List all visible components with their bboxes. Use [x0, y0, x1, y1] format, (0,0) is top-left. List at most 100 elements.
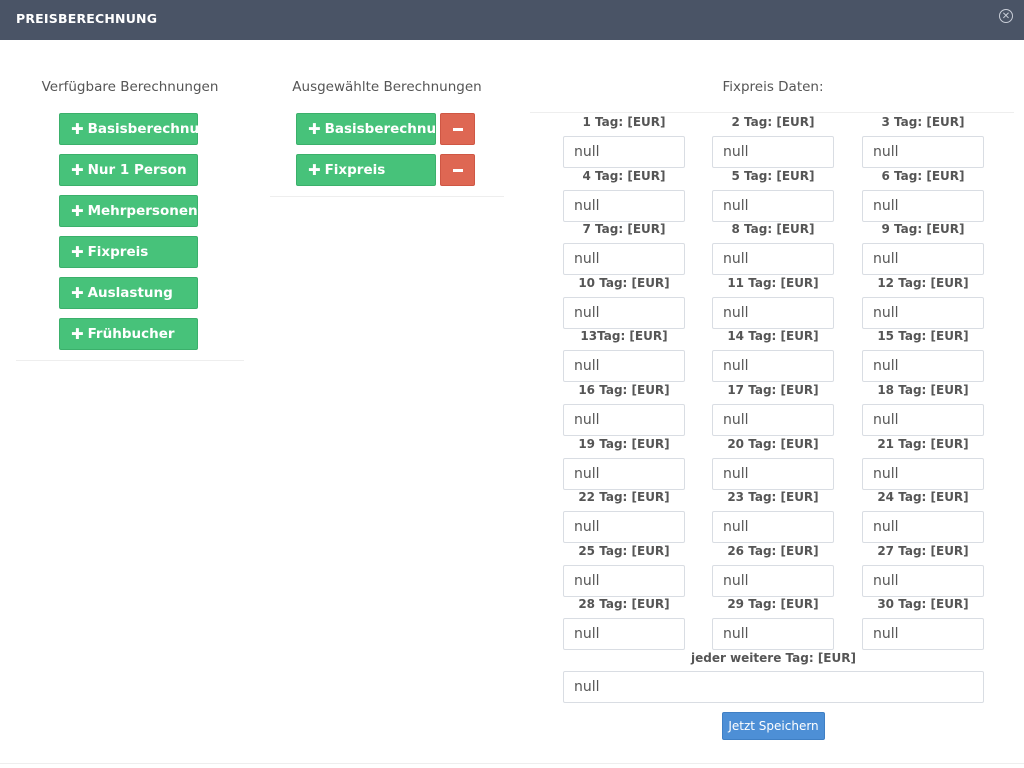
field-label: 26 Tag: [EUR]: [727, 543, 819, 558]
add-calc-label: Nur 1 Person: [87, 162, 187, 178]
add-calc-label: Fixpreis: [87, 244, 149, 260]
selected-panel-divider: [270, 196, 504, 197]
field-input[interactable]: [712, 618, 834, 651]
field-input[interactable]: [712, 511, 834, 544]
field-input[interactable]: [563, 511, 685, 544]
close-icon[interactable]: ✕: [999, 9, 1013, 23]
field-label: 17 Tag: [EUR]: [727, 383, 819, 397]
field-input[interactable]: [712, 189, 834, 222]
field-label: 30 Tag: [EUR]: [877, 597, 969, 612]
plus-icon: ✚: [71, 284, 84, 302]
field-input-extra[interactable]: [563, 671, 984, 703]
field-label: 19 Tag: [EUR]: [578, 436, 670, 451]
field-input[interactable]: [563, 618, 685, 651]
add-calc-label: Frühbucher: [87, 326, 175, 342]
add-calc-label: Basisberechnung: [87, 121, 219, 137]
field-label: 5 Tag: [EUR]: [731, 168, 815, 183]
add-calc-button[interactable]: ✚ Frühbucher: [59, 318, 198, 350]
field-label: 11 Tag: [EUR]: [727, 275, 819, 290]
add-calc-button[interactable]: ✚ Nur 1 Person: [59, 154, 198, 186]
selected-calc-button[interactable]: ✚ Fixpreis: [296, 154, 436, 186]
field-input[interactable]: [563, 404, 685, 436]
field-label: 10 Tag: [EUR]: [578, 275, 670, 290]
field-label: 14 Tag: [EUR]: [727, 329, 819, 344]
plus-icon: ✚: [308, 161, 321, 179]
field-label: 23 Tag: [EUR]: [727, 490, 819, 505]
available-title: Verfügbare Berechnungen: [41, 79, 219, 95]
field-label: 18 Tag: [EUR]: [877, 383, 969, 397]
field-label: 6 Tag: [EUR]: [881, 168, 965, 183]
plus-icon: ✚: [308, 120, 321, 138]
field-input[interactable]: [563, 350, 685, 383]
selected-calc-button[interactable]: ✚ Basisberechnung: [296, 113, 455, 145]
field-label: 28 Tag: [EUR]: [578, 597, 670, 612]
field-input[interactable]: [712, 564, 834, 597]
field-label: 4 Tag: [EUR]: [582, 168, 666, 183]
add-calc-label: Mehrpersonen: [87, 203, 198, 219]
field-input[interactable]: [563, 564, 685, 597]
field-input[interactable]: [862, 189, 984, 222]
remove-calc-button[interactable]: [440, 113, 475, 145]
field-label: 15 Tag: [EUR]: [877, 329, 969, 344]
field-label-extra: jeder weitere Tag: [EUR]: [691, 651, 856, 665]
field-input[interactable]: [712, 404, 834, 436]
add-calc-button[interactable]: ✚ Fixpreis: [59, 236, 198, 268]
field-input[interactable]: [862, 618, 984, 651]
field-input[interactable]: [563, 457, 685, 490]
field-input[interactable]: [862, 350, 984, 383]
selected-calc-label: Basisberechnung: [324, 121, 456, 137]
field-input[interactable]: [563, 136, 685, 168]
minus-icon: [453, 128, 463, 131]
field-label: 22 Tag: [EUR]: [578, 490, 670, 505]
plus-icon: ✚: [71, 202, 84, 220]
field-label: 20 Tag: [EUR]: [727, 436, 819, 451]
available-panel-divider: [16, 360, 244, 361]
field-label: 21 Tag: [EUR]: [877, 436, 969, 451]
field-input[interactable]: [862, 564, 984, 597]
add-calc-label: Auslastung: [87, 285, 173, 301]
modal-bottom-divider: [0, 763, 1024, 764]
field-input[interactable]: [712, 296, 834, 329]
field-input[interactable]: [563, 189, 685, 222]
field-input[interactable]: [862, 136, 984, 168]
field-input[interactable]: [862, 296, 984, 329]
modal-title: PREISBERECHNUNG: [16, 11, 158, 26]
field-label: 13Tag: [EUR]: [580, 329, 668, 344]
add-calc-button[interactable]: ✚ Auslastung: [59, 277, 198, 309]
save-button[interactable]: Jetzt Speichern: [722, 712, 825, 740]
field-label: 2 Tag: [EUR]: [731, 115, 815, 129]
fixpreis-top-divider: [530, 112, 1014, 113]
selected-title: Ausgewählte Berechnungen: [292, 79, 482, 95]
plus-icon: ✚: [71, 325, 84, 343]
field-label: 7 Tag: [EUR]: [582, 222, 666, 237]
field-label: 24 Tag: [EUR]: [877, 490, 969, 505]
minus-icon: [453, 169, 463, 172]
field-input[interactable]: [712, 457, 834, 490]
add-calc-button[interactable]: ✚ Mehrpersonen: [59, 195, 198, 227]
field-label: 12 Tag: [EUR]: [877, 275, 969, 290]
field-label: 16 Tag: [EUR]: [578, 383, 670, 397]
field-label: 9 Tag: [EUR]: [881, 222, 965, 237]
field-input[interactable]: [862, 457, 984, 490]
field-input[interactable]: [862, 511, 984, 544]
field-input[interactable]: [712, 136, 834, 168]
field-input[interactable]: [563, 296, 685, 329]
field-label: 27 Tag: [EUR]: [877, 543, 969, 558]
field-input[interactable]: [712, 350, 834, 383]
remove-calc-button[interactable]: [440, 154, 475, 186]
field-input[interactable]: [862, 243, 984, 276]
field-label: 25 Tag: [EUR]: [578, 543, 670, 558]
plus-icon: ✚: [71, 120, 84, 138]
field-input[interactable]: [563, 243, 685, 276]
modal-header: PREISBERECHNUNG ✕: [0, 0, 1024, 40]
field-label: 3 Tag: [EUR]: [881, 115, 965, 129]
field-label: 1 Tag: [EUR]: [582, 115, 666, 129]
field-input[interactable]: [862, 404, 984, 436]
fixpreis-title: Fixpreis Daten:: [722, 79, 824, 95]
selected-calc-label: Fixpreis: [324, 162, 386, 178]
add-calc-button[interactable]: ✚ Basisberechnung: [59, 113, 218, 145]
field-label: 29 Tag: [EUR]: [727, 597, 819, 612]
plus-icon: ✚: [71, 161, 84, 179]
field-input[interactable]: [712, 243, 834, 276]
plus-icon: ✚: [71, 243, 84, 261]
